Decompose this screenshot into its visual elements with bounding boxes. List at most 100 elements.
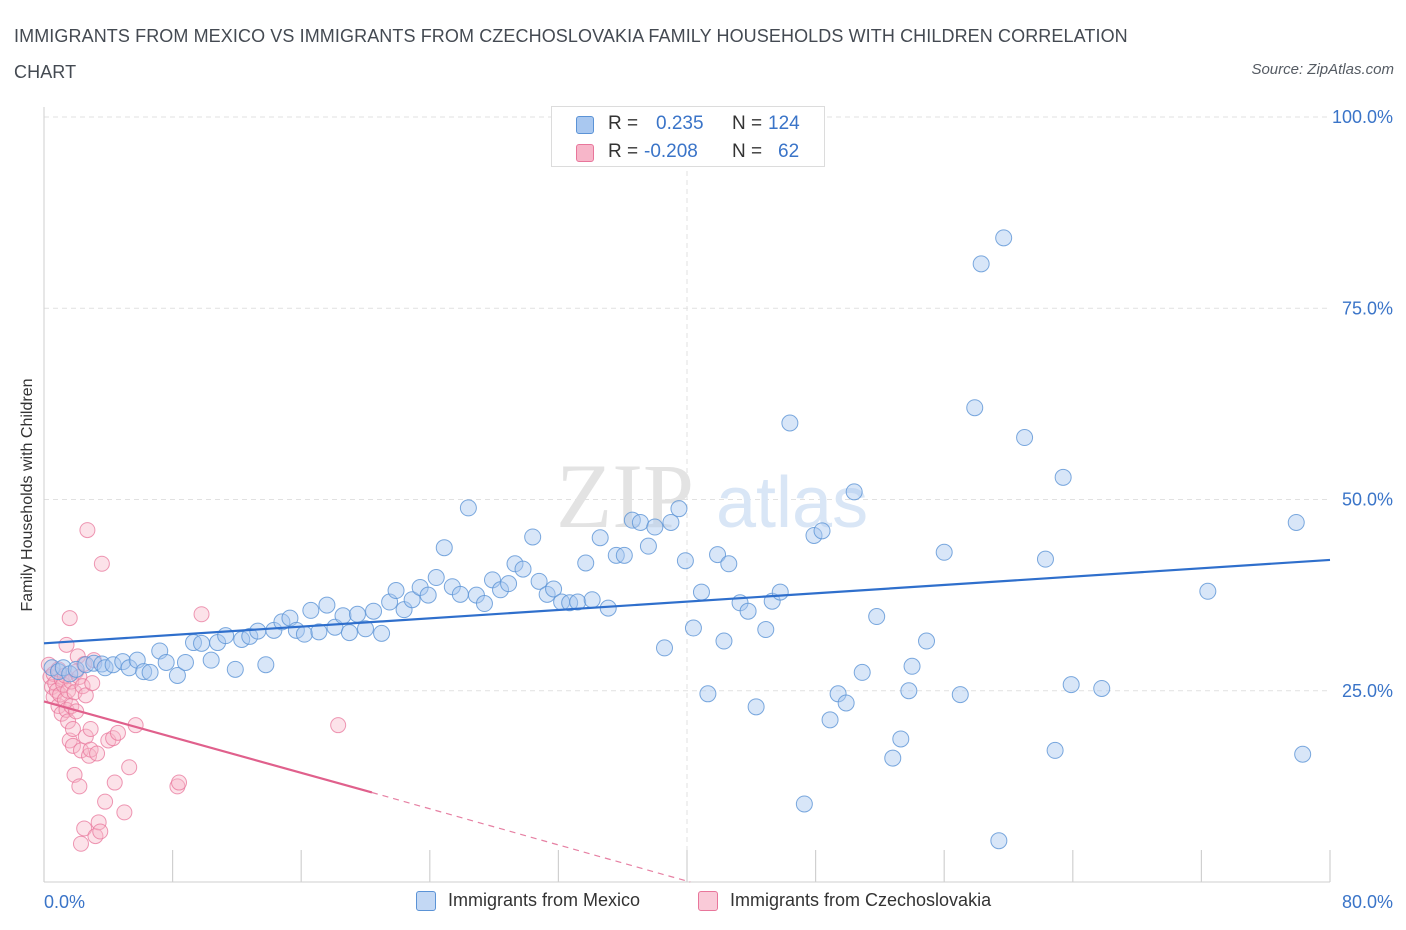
data-point-mexico <box>747 698 765 716</box>
data-point-mexico <box>771 583 789 601</box>
legend-label-czechoslovakia: Immigrants from Czechoslovakia <box>730 890 992 910</box>
correlation-legend: R = 0.235 N = 124 R = -0.208 N = 62 <box>551 106 825 167</box>
series-czechoslovakia-points <box>40 522 347 852</box>
data-point-mexico <box>655 639 673 657</box>
data-point-mexico <box>1287 513 1305 531</box>
data-point-mexico <box>302 601 320 619</box>
data-point-mexico <box>805 526 823 544</box>
trend-line-czechoslovakia-extension <box>371 791 691 883</box>
data-point-mexico <box>868 608 886 626</box>
data-point-mexico <box>662 513 680 531</box>
data-point-mexico <box>569 593 587 611</box>
data-point-czechoslovakia <box>76 820 93 837</box>
x-tick-label: 0.0% <box>44 892 85 912</box>
data-point-mexico <box>217 627 235 645</box>
data-point-mexico <box>340 624 358 642</box>
legend-n-label: N = <box>732 141 763 162</box>
data-point-mexico <box>357 620 374 638</box>
data-point-czechoslovakia <box>61 610 78 627</box>
watermark-zip: ZIP <box>556 445 694 547</box>
data-point-mexico <box>157 653 175 671</box>
data-point-mexico <box>54 659 72 677</box>
data-point-mexico <box>1016 429 1034 447</box>
series-mexico-points <box>43 229 1312 850</box>
data-point-czechoslovakia <box>64 737 81 754</box>
legend-r-label: R = <box>608 141 639 162</box>
data-point-czechoslovakia <box>74 678 91 695</box>
chart-title: IMMIGRANTS FROM MEXICO VS IMMIGRANTS FRO… <box>14 26 1128 82</box>
data-point-mexico <box>1199 582 1217 600</box>
data-point-czechoslovakia <box>97 793 114 810</box>
data-point-czechoslovakia <box>171 774 188 791</box>
data-point-mexico <box>257 656 275 674</box>
data-point-mexico <box>615 546 633 564</box>
data-point-mexico <box>387 582 405 600</box>
data-point-czechoslovakia <box>109 724 126 741</box>
data-point-mexico <box>427 569 445 587</box>
data-point-czechoslovakia <box>93 555 110 572</box>
data-point-czechoslovakia <box>72 835 89 852</box>
data-point-mexico <box>591 529 609 547</box>
data-point-czechoslovakia <box>92 823 109 840</box>
data-point-mexico <box>884 749 902 767</box>
data-point-mexico <box>365 602 383 620</box>
data-point-czechoslovakia <box>84 675 101 692</box>
data-point-czechoslovakia <box>89 745 106 762</box>
data-point-mexico <box>583 591 601 609</box>
data-point-mexico <box>403 591 421 609</box>
trend-lines <box>43 558 1331 883</box>
data-point-czechoslovakia <box>82 721 99 737</box>
data-point-mexico <box>114 653 132 671</box>
data-point-mexico <box>273 613 291 631</box>
data-point-mexico <box>1062 676 1080 694</box>
data-point-mexico <box>781 414 799 432</box>
legend-n-value: 62 <box>778 141 800 162</box>
legend-swatch-mexico <box>576 116 594 134</box>
x-tick-label: 80.0% <box>1342 892 1393 912</box>
trend-line-mexico <box>43 558 1331 645</box>
legend-label-mexico: Immigrants from Mexico <box>448 890 641 910</box>
data-point-mexico <box>451 585 469 603</box>
data-point-mexico <box>1093 679 1111 697</box>
data-point-mexico <box>821 711 839 729</box>
data-point-mexico <box>715 632 733 650</box>
data-point-czechoslovakia <box>116 804 133 821</box>
data-point-mexico <box>249 622 267 640</box>
legend-n-label: N = <box>732 113 763 134</box>
data-point-mexico <box>990 832 1008 850</box>
data-point-mexico <box>419 586 437 604</box>
y-tick-label: 50.0% <box>1342 490 1393 510</box>
data-point-mexico <box>226 660 244 678</box>
data-point-mexico <box>646 518 664 536</box>
data-point-mexico <box>524 528 542 546</box>
legend-swatch-czechoslovakia <box>698 891 718 911</box>
legend-r-value: -0.208 <box>644 141 698 162</box>
watermark-atlas: atlas <box>716 463 868 543</box>
data-point-mexico <box>795 795 813 813</box>
data-point-mexico <box>295 625 313 643</box>
data-point-mexico <box>459 499 477 517</box>
data-point-czechoslovakia <box>64 721 81 737</box>
data-point-mexico <box>699 685 717 703</box>
data-point-mexico <box>545 580 563 598</box>
data-point-mexico <box>739 602 757 620</box>
data-point-czechoslovakia <box>330 717 347 734</box>
data-point-mexico <box>475 595 493 613</box>
data-point-mexico <box>903 657 921 675</box>
data-point-mexico <box>631 513 649 531</box>
data-point-mexico <box>1036 550 1054 568</box>
data-point-mexico <box>176 653 194 671</box>
trend-line-czechoslovakia <box>43 700 373 794</box>
legend-r-value: 0.235 <box>656 113 704 134</box>
data-point-mexico <box>995 229 1013 247</box>
data-point-mexico <box>892 730 910 748</box>
data-point-mexico <box>348 605 366 623</box>
data-point-czechoslovakia <box>60 682 77 699</box>
data-point-mexico <box>141 663 159 681</box>
data-point-mexico <box>1294 745 1312 763</box>
data-point-mexico <box>1046 741 1064 759</box>
data-point-mexico <box>709 546 727 564</box>
data-point-mexico <box>900 682 918 700</box>
data-point-mexico <box>692 583 710 601</box>
data-point-mexico <box>193 634 211 652</box>
